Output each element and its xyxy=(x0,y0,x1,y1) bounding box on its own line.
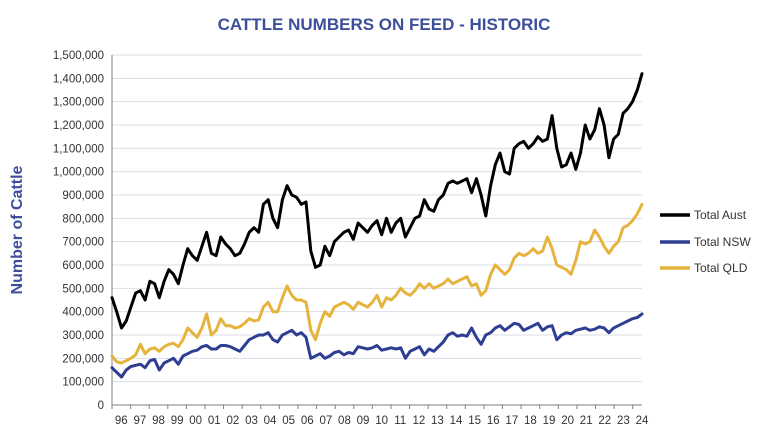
y-tick-label: 1,200,000 xyxy=(53,120,104,132)
x-tick-label: 23 xyxy=(617,415,630,427)
y-tick-label: 1,100,000 xyxy=(53,143,104,155)
x-tick-label: 99 xyxy=(171,415,184,427)
y-axis-ticks: 0 100,000 200,000 300,000 400,000 500,000 600,… xyxy=(53,50,104,412)
y-tick-label: 100,000 xyxy=(62,377,104,389)
legend-label: Total Aust xyxy=(694,208,747,222)
x-tick-label: 17 xyxy=(505,415,518,427)
x-tick-label: 04 xyxy=(264,415,277,427)
series-line-total-nsw xyxy=(110,312,644,379)
x-tick-label: 01 xyxy=(208,415,221,427)
legend-label: Total QLD xyxy=(694,261,748,275)
y-tick-label: 200,000 xyxy=(62,353,104,365)
x-tick-label: 07 xyxy=(319,415,332,427)
x-tick-label: 02 xyxy=(226,415,239,427)
y-tick-label: 400,000 xyxy=(62,307,104,319)
x-tick-label: 96 xyxy=(115,415,128,427)
x-tick-label: 09 xyxy=(357,415,370,427)
x-tick-label: 98 xyxy=(152,415,165,427)
x-tick-label: 13 xyxy=(431,415,444,427)
y-axis-label: Number of Cattle xyxy=(9,165,26,294)
y-tick-label: 800,000 xyxy=(62,213,104,225)
y-tick-label: 0 xyxy=(98,400,104,412)
x-tick-label: 20 xyxy=(561,415,574,427)
x-tick-label: 19 xyxy=(543,415,556,427)
y-tick-label: 700,000 xyxy=(62,237,104,249)
y-tick-label: 1,000,000 xyxy=(53,167,104,179)
x-tick-label: 11 xyxy=(394,415,406,427)
legend: Total Aust Total NSW Total QLD xyxy=(660,208,751,275)
x-tick-label: 15 xyxy=(468,415,481,427)
y-tick-label: 500,000 xyxy=(62,283,104,295)
x-axis-ticks: 96 97 98 99 00 01 02 03 04 05 06 07 08 09 10 11 12 13 14 15… xyxy=(111,405,649,427)
x-tick-label: 14 xyxy=(450,415,463,427)
x-tick-label: 03 xyxy=(245,415,258,427)
y-tick-label: 300,000 xyxy=(62,330,104,342)
x-tick-label: 10 xyxy=(375,415,388,427)
series-line-total-qld xyxy=(110,202,644,365)
y-tick-label: 1,400,000 xyxy=(53,73,104,85)
x-tick-label: 24 xyxy=(636,415,649,427)
x-tick-label: 16 xyxy=(487,415,500,427)
y-tick-label: 1,500,000 xyxy=(53,50,104,62)
y-tick-label: 900,000 xyxy=(62,190,104,202)
x-tick-label: 00 xyxy=(189,415,202,427)
axes xyxy=(111,55,642,406)
x-tick-label: 05 xyxy=(282,415,295,427)
x-tick-label: 06 xyxy=(301,415,314,427)
legend-label: Total NSW xyxy=(694,235,751,249)
x-tick-label: 18 xyxy=(524,415,537,427)
chart-title: CATTLE NUMBERS ON FEED - HISTORIC xyxy=(218,15,551,34)
grid-lines xyxy=(112,54,642,383)
x-tick-label: 22 xyxy=(598,415,611,427)
y-tick-label: 600,000 xyxy=(62,260,104,272)
x-tick-label: 08 xyxy=(338,415,351,427)
y-tick-label: 1,300,000 xyxy=(53,97,104,109)
series-line-total-aust xyxy=(110,72,644,330)
x-tick-label: 97 xyxy=(133,415,146,427)
x-tick-label: 21 xyxy=(580,415,593,427)
x-tick-label: 12 xyxy=(412,415,425,427)
series-lines xyxy=(110,72,644,379)
